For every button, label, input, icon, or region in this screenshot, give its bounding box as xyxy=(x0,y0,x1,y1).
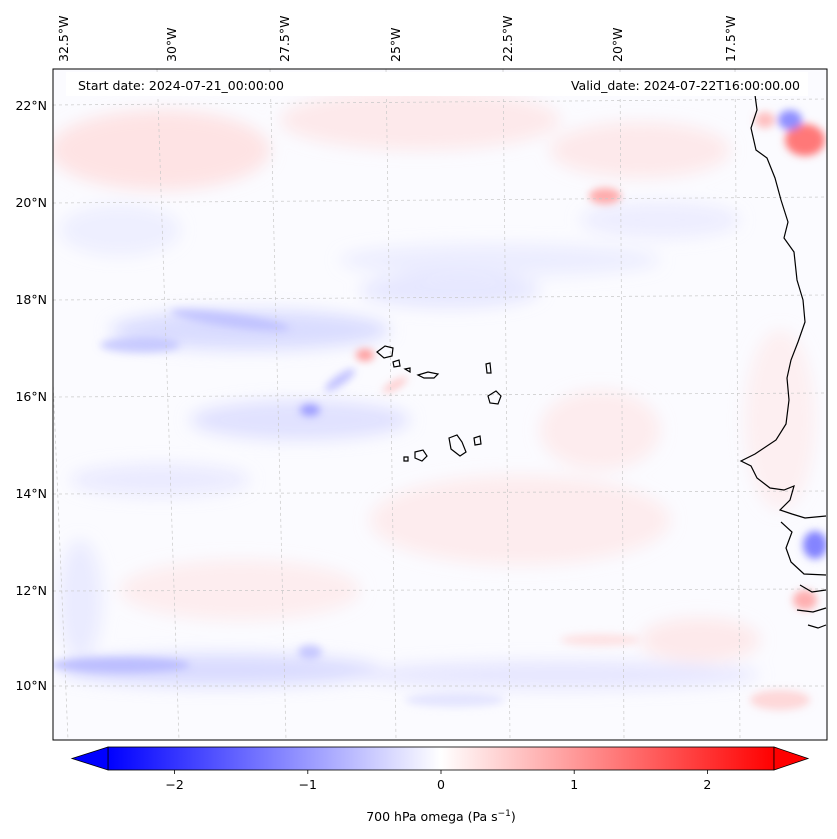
map-gridlines xyxy=(53,69,827,740)
cape-verde-sao-vicente xyxy=(392,359,401,368)
lat-label: 18°N xyxy=(15,292,47,307)
omega-field-shading xyxy=(53,90,827,710)
cape-verde-santa-luzia xyxy=(403,367,411,374)
cape-verde-brava xyxy=(403,456,409,462)
colorbar-label: 700 hPa omega (Pa s−1) xyxy=(366,809,516,824)
lat-label: 10°N xyxy=(15,678,47,693)
valid-date-label: Valid_date: 2024-07-22T16:00:00.00 xyxy=(571,78,800,93)
lon-label: 27.5°W xyxy=(277,16,292,62)
lat-label: 22°N xyxy=(15,98,47,113)
start-date-label: Start date: 2024-07-21_00:00:00 xyxy=(78,78,284,93)
cape-verde-santo-antao xyxy=(376,345,394,359)
lat-label: 20°N xyxy=(15,195,47,210)
lon-label: 25°W xyxy=(388,27,403,62)
lon-label: 20°W xyxy=(610,27,625,62)
map-frame xyxy=(52,68,828,741)
colorbar-tick-label: 1 xyxy=(570,777,578,792)
latitude-labels: 22°N 20°N 18°N 16°N 14°N 12°N 10°N xyxy=(15,98,47,693)
west-africa-coastline xyxy=(739,79,827,629)
lat-label: 12°N xyxy=(15,583,47,598)
lon-label: 22.5°W xyxy=(500,16,515,62)
cape-verde-fogo xyxy=(414,449,428,462)
cape-verde-sao-nicolau xyxy=(416,371,440,379)
lat-label: 14°N xyxy=(15,486,47,501)
colorbar-tick-label: −2 xyxy=(165,777,183,792)
lat-label: 16°N xyxy=(15,389,47,404)
lon-label: 32.5°W xyxy=(56,16,71,62)
coastlines xyxy=(376,79,827,629)
colorbar-tick-label: 0 xyxy=(437,777,445,792)
colorbar-ticks xyxy=(174,770,708,774)
lon-label: 30°W xyxy=(164,27,179,62)
longitude-labels: 32.5°W 30°W 27.5°W 25°W 22.5°W 20°W 17.5… xyxy=(56,16,738,62)
lon-label: 17.5°W xyxy=(723,16,738,62)
colorbar-tick-label: 2 xyxy=(703,777,711,792)
colorbar-extend-max xyxy=(773,746,810,771)
colorbar-tick-labels: −2 −1 0 1 2 xyxy=(165,777,711,792)
header-strip xyxy=(66,72,808,96)
map-panel xyxy=(53,69,827,740)
cape-verde-boa-vista xyxy=(487,390,502,405)
colorbar-body xyxy=(107,746,775,771)
cape-verde-sal xyxy=(485,362,492,374)
colorbar: −2 −1 0 1 2 700 hPa omega (Pa s−1) xyxy=(70,746,810,824)
cape-verde-santiago xyxy=(448,434,467,457)
cape-verde-maio xyxy=(473,435,482,446)
colorbar-tick-label: −1 xyxy=(299,777,317,792)
colorbar-extend-min xyxy=(70,746,109,771)
